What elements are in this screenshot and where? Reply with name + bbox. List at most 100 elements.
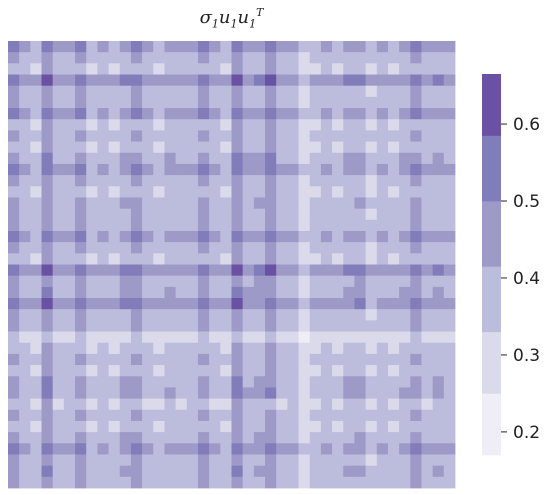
heatmap-cell	[41, 119, 54, 131]
heatmap-cell	[86, 298, 98, 310]
heatmap-cell	[432, 52, 445, 64]
heatmap-cell	[432, 219, 445, 232]
heatmap-cell	[186, 152, 199, 165]
heatmap-cell	[220, 197, 232, 210]
heatmap-cell	[41, 219, 54, 232]
heatmap-cell	[220, 63, 232, 75]
heatmap-cell	[421, 286, 434, 299]
heatmap-cell	[365, 275, 378, 288]
heatmap-cell	[75, 52, 87, 64]
heatmap-cell	[75, 465, 87, 478]
heatmap-cell	[197, 298, 210, 310]
heatmap-cell	[52, 443, 65, 455]
heatmap-cell	[75, 331, 87, 344]
heatmap-cell	[197, 230, 210, 243]
heatmap-cell	[41, 130, 54, 142]
heatmap-cell	[8, 454, 20, 467]
heatmap-cell	[108, 119, 121, 131]
heatmap-cell	[30, 63, 42, 75]
heatmap-cell	[320, 309, 333, 321]
heatmap-cell	[443, 443, 456, 455]
heatmap-cell	[209, 119, 221, 131]
heatmap-cell	[220, 52, 232, 64]
heatmap-cell	[63, 219, 76, 232]
heatmap-cell	[108, 108, 121, 120]
heatmap-cell	[332, 41, 344, 53]
heatmap-cell	[164, 309, 177, 321]
heatmap-cell	[265, 264, 277, 277]
heatmap-cell	[265, 465, 277, 478]
heatmap-cell	[343, 409, 355, 422]
heatmap-cell	[298, 298, 311, 310]
heatmap-cell	[365, 41, 378, 53]
heatmap-cell	[376, 74, 389, 87]
heatmap-cell	[8, 152, 20, 165]
heatmap-cell	[220, 230, 232, 243]
heatmap-cell	[354, 152, 366, 165]
heatmap-cell	[287, 398, 299, 411]
heatmap-cell	[332, 476, 344, 489]
heatmap-cell	[332, 85, 344, 98]
heatmap-cell	[153, 63, 165, 75]
heatmap-cell	[209, 130, 221, 142]
heatmap-cell	[175, 119, 188, 131]
heatmap-cell	[343, 264, 355, 277]
heatmap-cell	[97, 108, 109, 120]
heatmap-cell	[376, 85, 389, 98]
heatmap-cell	[376, 309, 389, 321]
heatmap-cell	[19, 275, 31, 288]
heatmap-cell	[231, 365, 244, 377]
heatmap-cell	[75, 208, 87, 221]
heatmap-cell	[63, 96, 76, 109]
heatmap-cell	[164, 253, 177, 265]
heatmap-cell	[175, 208, 188, 221]
heatmap-cell	[86, 454, 98, 467]
heatmap-cell	[186, 96, 199, 109]
heatmap-cell	[108, 365, 121, 377]
heatmap-cell	[276, 454, 288, 467]
heatmap-cell	[41, 63, 54, 75]
heatmap-cell	[298, 286, 311, 299]
heatmap-cell	[186, 454, 199, 467]
heatmap-cell	[142, 342, 154, 355]
heatmap-cell	[153, 409, 165, 422]
heatmap-cell	[86, 63, 98, 75]
heatmap-cell	[320, 96, 333, 109]
heatmap-cell	[63, 186, 76, 198]
heatmap-cell	[309, 96, 322, 109]
heatmap-cell	[41, 85, 54, 98]
heatmap-cell	[242, 197, 255, 210]
heatmap-cell	[220, 476, 232, 489]
heatmap-cell	[19, 342, 31, 355]
heatmap-cell	[52, 454, 65, 467]
colorbar-segment	[482, 393, 501, 456]
heatmap-cell	[332, 119, 344, 131]
heatmap-cell	[410, 119, 422, 131]
heatmap-cell	[332, 286, 344, 299]
heatmap-cell	[287, 41, 299, 53]
heatmap-cell	[443, 242, 456, 254]
heatmap-cell	[220, 96, 232, 109]
heatmap-cell	[19, 253, 31, 265]
heatmap-cell	[399, 163, 411, 176]
heatmap-cell	[41, 320, 54, 332]
heatmap-cell	[175, 465, 188, 478]
heatmap-cell	[97, 264, 109, 277]
heatmap-cell	[86, 119, 98, 131]
heatmap-cell	[265, 219, 277, 232]
heatmap-cell	[197, 197, 210, 210]
heatmap-cell	[399, 398, 411, 411]
heatmap-cell	[287, 275, 299, 288]
heatmap-cell	[276, 74, 288, 87]
heatmap-cell	[164, 119, 177, 131]
heatmap-cell	[108, 85, 121, 98]
heatmap-cell	[8, 219, 20, 232]
heatmap-cell	[175, 342, 188, 355]
heatmap-cell	[298, 432, 311, 444]
heatmap-cell	[75, 320, 87, 332]
heatmap-cell	[130, 454, 143, 467]
heatmap-cell	[399, 52, 411, 64]
heatmap-cell	[19, 454, 31, 467]
heatmap-cell	[443, 52, 456, 64]
heatmap-cell	[142, 476, 154, 489]
